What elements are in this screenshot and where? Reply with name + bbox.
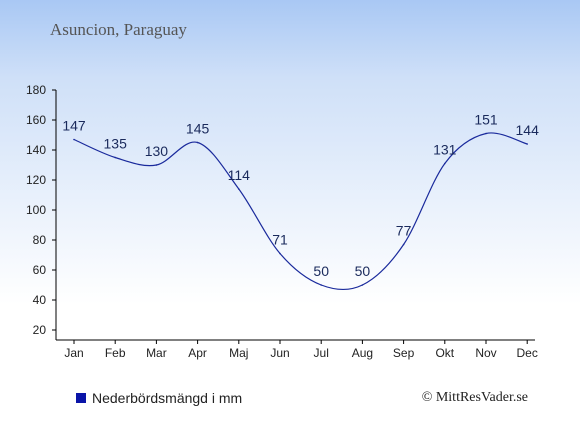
data-label: 50 bbox=[313, 263, 329, 279]
y-tick-label: 180 bbox=[26, 83, 46, 97]
legend-swatch bbox=[76, 393, 86, 403]
data-point bbox=[485, 132, 487, 135]
data-point bbox=[320, 284, 323, 286]
data-label: 147 bbox=[62, 118, 86, 134]
data-point bbox=[73, 138, 75, 141]
data-point bbox=[196, 141, 199, 144]
x-tick-label: Apr bbox=[188, 346, 207, 360]
x-tick-label: Dec bbox=[517, 346, 538, 360]
data-label: 77 bbox=[396, 223, 412, 239]
data-label: 130 bbox=[145, 143, 169, 159]
data-point bbox=[402, 243, 405, 246]
data-point bbox=[114, 156, 116, 159]
y-tick-label: 60 bbox=[33, 263, 47, 277]
data-label: 131 bbox=[433, 142, 457, 158]
x-tick-label: Jul bbox=[314, 346, 329, 360]
credit-text: © MittResVader.se bbox=[421, 390, 528, 405]
x-tick-label: Sep bbox=[393, 346, 415, 360]
data-point bbox=[526, 143, 528, 145]
y-tick-label: 100 bbox=[26, 203, 46, 217]
data-point bbox=[444, 162, 446, 165]
data-label: 50 bbox=[355, 263, 371, 279]
data-label: 145 bbox=[186, 121, 210, 137]
legend: Nederbördsmängd i mm bbox=[76, 390, 242, 406]
series-line bbox=[73, 132, 528, 291]
legend-label: Nederbördsmängd i mm bbox=[92, 390, 243, 406]
data-point bbox=[155, 164, 158, 166]
data-label: 144 bbox=[516, 122, 540, 138]
x-tick-label: Mar bbox=[146, 346, 167, 360]
data-point bbox=[361, 284, 364, 286]
data-label: 135 bbox=[104, 136, 128, 152]
data-point bbox=[279, 252, 281, 255]
y-tick-label: 40 bbox=[33, 293, 47, 307]
x-tick-label: Maj bbox=[229, 346, 248, 360]
x-tick-label: Okt bbox=[435, 346, 454, 360]
x-tick-label: Aug bbox=[352, 346, 373, 360]
y-tick-label: 20 bbox=[33, 323, 47, 337]
data-label: 71 bbox=[272, 232, 288, 248]
y-tick-label: 160 bbox=[26, 113, 46, 127]
y-tick-label: 140 bbox=[26, 143, 46, 157]
chart-title: Asuncion, Paraguay bbox=[50, 20, 187, 39]
x-tick-label: Nov bbox=[475, 346, 496, 360]
data-label: 151 bbox=[474, 112, 498, 128]
data-label: 114 bbox=[228, 167, 251, 183]
data-point bbox=[238, 188, 240, 190]
y-tick-label: 120 bbox=[26, 173, 46, 187]
x-tick-label: Jun bbox=[270, 346, 289, 360]
y-tick-label: 80 bbox=[33, 233, 47, 247]
x-tick-label: Feb bbox=[105, 346, 126, 360]
x-tick-label: Jan bbox=[64, 346, 83, 360]
